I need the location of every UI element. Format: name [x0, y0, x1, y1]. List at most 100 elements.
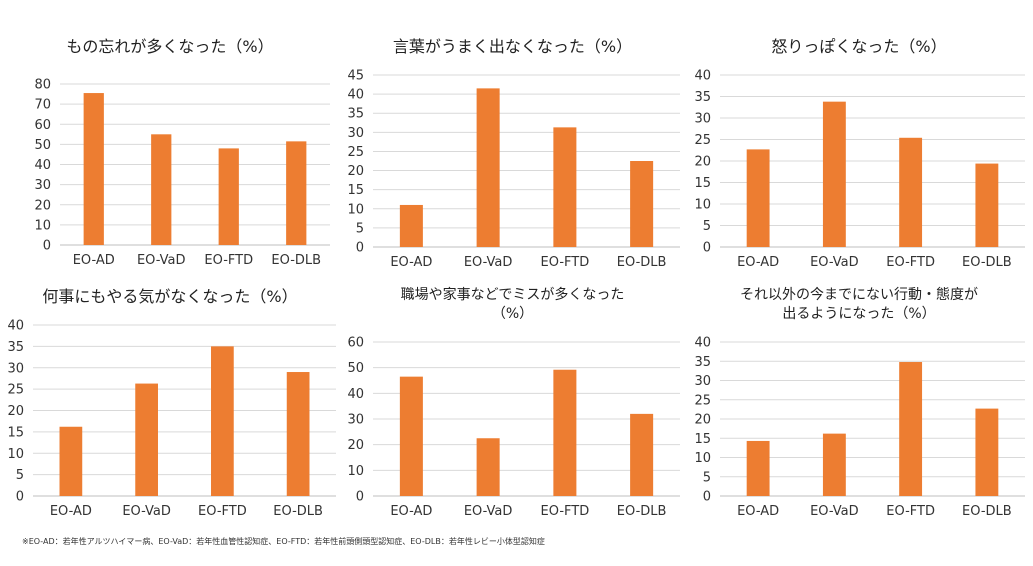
- bar: [218, 148, 239, 245]
- chart-title-line-1: 職場や家事などでミスが多くなった: [400, 287, 625, 303]
- y-tick-label: 15: [694, 432, 711, 447]
- y-tick-label: 50: [347, 361, 364, 376]
- y-tick-label: 20: [694, 413, 711, 428]
- x-tick-label: EO-DLB: [617, 504, 667, 519]
- y-tick-label: 10: [694, 451, 711, 466]
- bar: [746, 440, 770, 496]
- bar: [286, 141, 307, 245]
- y-tick-label: 0: [703, 490, 711, 505]
- y-tick-label: 0: [16, 490, 24, 505]
- y-tick-label: 20: [34, 198, 51, 213]
- y-tick-label: 30: [7, 361, 24, 376]
- bar: [476, 438, 500, 496]
- x-tick-label: EO-VaD: [810, 255, 859, 270]
- y-tick-label: 30: [694, 112, 711, 127]
- footnote: ※EO-AD：若年性アルツハイマー病、EO-VaD：若年性血管性認知症、EO-F…: [22, 537, 545, 546]
- y-tick-label: 20: [694, 155, 711, 170]
- y-tick-label: 5: [16, 468, 24, 483]
- x-tick-label: EO-AD: [737, 504, 779, 519]
- chart-word-finding: 言葉がうまく出なくなった（%） 0 5 10 15 20 25 30 35 40 45 EO-AD E…: [340, 0, 685, 280]
- x-tick-label: EO-AD: [50, 504, 92, 519]
- y-tick-label: 40: [694, 336, 711, 351]
- y-tick-label: 30: [694, 374, 711, 389]
- y-tick-label: 20: [347, 438, 364, 453]
- y-tick-label: 10: [34, 218, 51, 233]
- x-tick-label: EO-DLB: [271, 253, 321, 268]
- chart-title: 何事にもやる気がなくなった（%）: [42, 287, 298, 306]
- y-tick-label: 0: [43, 239, 51, 254]
- bar-chart-svg: 0 5 10 15 20 25 30 35 40 EO-AD EO-VaD EO-FTD EO-DLB: [694, 336, 1025, 519]
- x-tick-label: EO-FTD: [204, 253, 253, 268]
- x-tick-label: EO-VaD: [464, 504, 513, 519]
- bar: [476, 88, 500, 247]
- y-tick-label: 5: [356, 221, 364, 236]
- chart-title-line-2: 出るようになった（%）: [782, 306, 936, 322]
- y-tick-label: 80: [34, 78, 51, 93]
- bar: [399, 376, 423, 496]
- y-tick-label: 10: [694, 198, 711, 213]
- x-tick-label: EO-FTD: [198, 504, 247, 519]
- bar: [151, 134, 172, 245]
- chart-title: もの忘れが多くなった（%）: [66, 37, 274, 56]
- chart-title: 怒りっぽくなった（%）: [771, 37, 947, 56]
- y-tick-label: 5: [703, 219, 711, 234]
- y-tick-label: 20: [7, 404, 24, 419]
- y-tick-label: 0: [356, 241, 364, 256]
- y-tick-label: 20: [347, 164, 364, 179]
- x-tick-label: EO-AD: [390, 504, 432, 519]
- x-tick-label: EO-FTD: [541, 255, 590, 270]
- x-tick-label: EO-FTD: [886, 255, 935, 270]
- bar: [553, 369, 577, 496]
- bar: [975, 163, 999, 247]
- x-tick-label: EO-VaD: [122, 504, 171, 519]
- y-tick-label: 25: [694, 133, 711, 148]
- chart-forgetfulness: もの忘れが多くなった（%） 0 10 20 30 40 50 60 70 80 EO-AD EO-V…: [0, 0, 340, 280]
- y-tick-label: 0: [356, 490, 364, 505]
- bar: [822, 101, 846, 247]
- y-tick-label: 35: [347, 107, 364, 122]
- y-tick-label: 40: [34, 158, 51, 173]
- x-tick-label: EO-DLB: [273, 504, 323, 519]
- y-tick-label: 15: [7, 425, 24, 440]
- bar: [630, 413, 654, 496]
- x-tick-label: EO-AD: [737, 255, 779, 270]
- x-tick-label: EO-FTD: [886, 504, 935, 519]
- x-tick-label: EO-AD: [73, 253, 115, 268]
- x-tick-label: EO-DLB: [617, 255, 667, 270]
- bar-chart-svg: 0 5 10 15 20 25 30 35 40 45 EO-AD EO-VaD EO-FTD EO-DL…: [347, 69, 680, 270]
- bar: [553, 127, 577, 247]
- bar: [59, 426, 83, 496]
- x-tick-label: EO-FTD: [541, 504, 590, 519]
- y-tick-label: 60: [347, 336, 364, 351]
- y-tick-label: 5: [703, 470, 711, 485]
- y-tick-label: 15: [694, 176, 711, 191]
- chart-title-line-2: （%）: [491, 306, 534, 322]
- bar: [899, 137, 923, 247]
- bar: [899, 362, 923, 496]
- y-tick-label: 10: [7, 447, 24, 462]
- y-tick-label: 40: [347, 387, 364, 402]
- x-tick-label: EO-VaD: [137, 253, 186, 268]
- bar-chart-svg: 0 5 10 15 20 25 30 35 40 EO-AD EO-VaD EO-FTD EO-DLB: [694, 69, 1025, 270]
- bar-chart-svg: 0 5 10 15 20 25 30 35 40 EO-AD EO-VaD EO-FTD EO-DLB: [7, 319, 336, 519]
- bar: [399, 204, 423, 247]
- y-tick-label: 60: [34, 118, 51, 133]
- bar: [822, 433, 846, 496]
- bar-chart-svg: 0 10 20 30 40 50 60 70 80 EO-AD EO-VaD EO-FTD EO-DLB: [34, 78, 330, 268]
- chart-title-line-1: それ以外の今までにない行動・態度が: [740, 287, 978, 303]
- bar-chart-svg: 0 10 20 30 40 50 60 EO-AD EO-VaD EO-FTD EO-DLB: [347, 336, 680, 519]
- y-tick-label: 10: [347, 202, 364, 217]
- y-tick-label: 15: [347, 183, 364, 198]
- chart-new-behavior: それ以外の今までにない行動・態度が 出るようになった（%） 0 5 10 15 20 25…: [685, 280, 1033, 530]
- y-tick-label: 25: [347, 145, 364, 160]
- bar: [630, 161, 654, 247]
- y-tick-label: 0: [703, 241, 711, 256]
- chart-mistakes: 職場や家事などでミスが多くなった （%） 0 10 20 30 40 50 60 EO-AD E…: [340, 280, 685, 530]
- x-tick-label: EO-DLB: [962, 255, 1012, 270]
- y-tick-label: 70: [34, 98, 51, 113]
- y-tick-label: 10: [347, 464, 364, 479]
- y-tick-label: 35: [694, 355, 711, 370]
- chart-irritability: 怒りっぽくなった（%） 0 5 10 15 20 25 30 35 40 EO-AD EO-VaD E…: [685, 0, 1033, 280]
- y-tick-label: 35: [7, 340, 24, 355]
- bar: [135, 383, 158, 496]
